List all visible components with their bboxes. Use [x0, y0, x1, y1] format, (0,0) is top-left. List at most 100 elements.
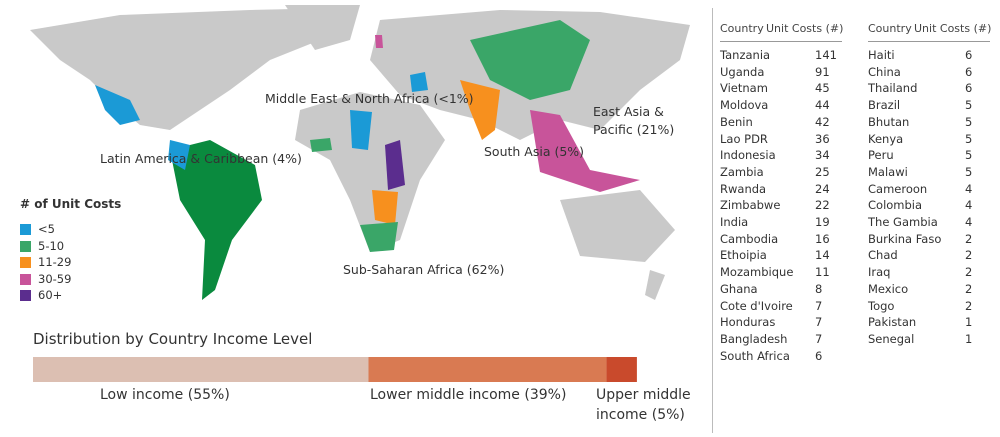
table-header: Unit Costs (#) — [766, 22, 844, 35]
income-bar — [33, 357, 637, 382]
unit-cost: 1 — [965, 331, 973, 346]
country-name: India — [720, 215, 749, 229]
unit-cost: 25 — [815, 164, 830, 179]
country-name: Burkina Faso — [868, 231, 942, 246]
unit-cost: 5 — [965, 148, 973, 163]
country-name: Brazil — [868, 98, 901, 113]
country-name: Iraq — [868, 265, 891, 280]
country-name: Peru — [868, 148, 894, 163]
country-name: Bhutan — [868, 114, 910, 129]
unit-cost: 7 — [815, 298, 823, 313]
country-name: Mozambique — [720, 265, 794, 280]
unit-cost: 6 — [815, 348, 823, 363]
legend-swatch — [20, 240, 31, 252]
legend-title: # of Unit Costs — [20, 197, 122, 211]
country-name: The Gambia — [868, 215, 938, 229]
header-rule — [720, 41, 842, 42]
legend-swatch — [20, 290, 31, 301]
country-name: China — [868, 64, 901, 79]
income-segment — [606, 357, 637, 382]
unit-cost: 6 — [965, 64, 973, 79]
region-label: Latin America & Caribbean (4%) — [100, 151, 302, 166]
unit-cost: 7 — [815, 315, 823, 330]
country-name: Malawi — [868, 164, 908, 179]
divider — [712, 8, 713, 433]
legend-label: 11-29 — [38, 255, 72, 269]
income-title: Distribution by Country Income Level — [33, 330, 313, 348]
region-label: East Asia & Pacific (21%) — [593, 104, 675, 137]
unit-cost: 2 — [965, 248, 973, 263]
legend-label: 5-10 — [38, 238, 65, 253]
legend-swatch — [20, 257, 31, 268]
region-label: Sub-Saharan Africa (62%) — [343, 262, 505, 277]
country-name: Cote d'Ivoire — [720, 298, 793, 313]
table-header: Country — [868, 22, 912, 35]
legend-label: 30-59 — [38, 271, 72, 286]
country-name: Senegal — [868, 331, 915, 346]
unit-cost: 6 — [965, 81, 973, 96]
legend-label: <5 — [38, 222, 55, 236]
country-name: Mexico — [868, 281, 909, 296]
header-rule — [868, 41, 990, 42]
unit-cost: 5 — [965, 114, 973, 129]
country-name: Rwanda — [720, 181, 767, 196]
unit-cost: 19 — [815, 215, 830, 229]
country-name: Uganda — [720, 64, 765, 79]
country-name: Zambia — [720, 164, 764, 179]
country-name: Indonesia — [720, 148, 776, 163]
unit-cost: 5 — [965, 131, 973, 146]
country-name: Kenya — [868, 131, 904, 146]
unit-cost: 34 — [815, 148, 830, 163]
table-header: Country — [720, 22, 764, 35]
unit-cost: 91 — [815, 64, 830, 79]
unit-cost: 7 — [815, 331, 823, 346]
income-label: Upper middle income (5%) — [596, 387, 691, 424]
unit-cost: 2 — [965, 231, 973, 246]
unit-cost: 2 — [965, 298, 973, 313]
unit-cost: 14 — [815, 248, 830, 263]
unit-cost: 2 — [965, 265, 973, 280]
country-name: Tanzania — [720, 48, 771, 62]
country-name: Benin — [720, 114, 753, 129]
country-name: Chad — [868, 248, 898, 263]
country-name: Haiti — [868, 48, 895, 62]
country-name: Pakistan — [868, 315, 917, 330]
country-name: Cameroon — [868, 181, 928, 196]
unit-cost: 44 — [815, 98, 830, 113]
unit-cost: 6 — [965, 48, 973, 62]
unit-cost: 16 — [815, 231, 830, 246]
legend-swatch — [20, 224, 31, 235]
income-segment — [33, 357, 369, 382]
country-name: South Africa — [720, 348, 790, 363]
country-name: Honduras — [720, 315, 776, 330]
country-name: Zimbabwe — [720, 198, 781, 213]
income-label: Low income (55%) — [100, 387, 230, 403]
country-name: Vietnam — [720, 81, 768, 96]
country-name: Thailand — [868, 81, 918, 96]
unit-cost: 42 — [815, 114, 830, 129]
country-name: Moldova — [720, 98, 769, 113]
unit-cost: 141 — [815, 48, 837, 62]
country-name: Lao PDR — [720, 131, 768, 146]
legend-label: 60+ — [38, 288, 63, 302]
region-label: South Asia (5%) — [484, 144, 585, 159]
income-label: Lower middle income (39%) — [370, 387, 567, 403]
unit-cost: 22 — [815, 198, 830, 213]
country-name: Bangladesh — [720, 331, 788, 346]
region-label: Middle East & North Africa (<1%) — [265, 91, 474, 106]
table-header: Unit Costs (#) — [914, 22, 992, 35]
unit-cost: 2 — [965, 281, 973, 296]
country-name: Cambodia — [720, 231, 779, 246]
unit-cost: 4 — [965, 215, 973, 229]
unit-cost: 24 — [815, 181, 830, 196]
country-name: Togo — [868, 298, 895, 313]
unit-cost: 1 — [965, 315, 973, 330]
country-name: Ghana — [720, 281, 758, 296]
unit-cost: 5 — [965, 164, 973, 179]
country-name: Colombia — [868, 198, 923, 213]
unit-cost: 4 — [965, 181, 973, 196]
legend-swatch — [20, 273, 31, 285]
unit-cost: 5 — [965, 98, 973, 113]
income-segment — [368, 357, 607, 382]
